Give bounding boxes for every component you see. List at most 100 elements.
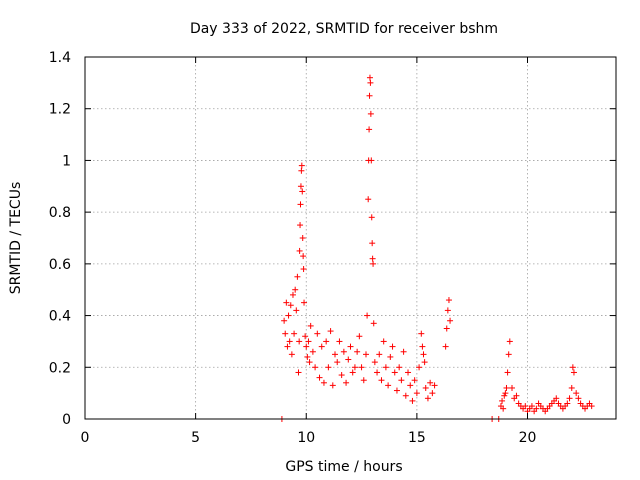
data-point bbox=[362, 351, 369, 358]
data-points bbox=[278, 74, 595, 422]
data-point bbox=[499, 397, 506, 404]
data-point bbox=[573, 390, 580, 397]
data-point bbox=[553, 395, 560, 402]
data-point bbox=[329, 382, 336, 389]
x-tick-label: 15 bbox=[408, 430, 426, 446]
y-tick-label: 1.4 bbox=[49, 50, 71, 66]
data-point bbox=[420, 351, 427, 358]
data-point bbox=[349, 369, 356, 376]
x-axis-label: GPS time / hours bbox=[285, 459, 402, 475]
data-point bbox=[502, 390, 509, 397]
data-point bbox=[564, 400, 571, 407]
data-point bbox=[314, 330, 321, 337]
y-tick-label: 0.8 bbox=[49, 205, 71, 221]
data-point bbox=[336, 338, 343, 345]
x-tick-label: 20 bbox=[519, 430, 537, 446]
data-point bbox=[297, 222, 304, 229]
data-point bbox=[338, 372, 345, 379]
data-point bbox=[407, 382, 414, 389]
data-point bbox=[302, 333, 309, 340]
data-point bbox=[294, 273, 301, 280]
data-point bbox=[282, 330, 289, 337]
data-point bbox=[327, 328, 334, 335]
data-point bbox=[285, 312, 292, 319]
data-point bbox=[300, 253, 307, 260]
data-point bbox=[505, 351, 512, 358]
data-point bbox=[389, 343, 396, 350]
data-point bbox=[286, 338, 293, 345]
data-point bbox=[370, 320, 377, 327]
data-point bbox=[293, 307, 300, 314]
data-point bbox=[504, 369, 511, 376]
y-tick-label: 0.4 bbox=[49, 309, 71, 325]
data-point bbox=[566, 395, 573, 402]
data-point bbox=[303, 343, 310, 350]
data-point bbox=[522, 403, 529, 410]
data-point bbox=[429, 390, 436, 397]
data-point bbox=[422, 384, 429, 391]
data-point bbox=[442, 343, 449, 350]
data-point bbox=[318, 343, 325, 350]
data-point bbox=[320, 379, 327, 386]
plot-frame bbox=[84, 56, 617, 420]
x-tick-label: 0 bbox=[81, 430, 90, 446]
data-point bbox=[405, 369, 412, 376]
data-point bbox=[354, 348, 361, 355]
data-point bbox=[568, 384, 575, 391]
data-point bbox=[369, 240, 376, 247]
data-point bbox=[316, 374, 323, 381]
data-point bbox=[365, 196, 372, 203]
grid-lines bbox=[85, 57, 616, 419]
data-point bbox=[288, 351, 295, 358]
data-point bbox=[283, 299, 290, 306]
data-point bbox=[296, 338, 303, 345]
data-point bbox=[295, 369, 302, 376]
data-point bbox=[366, 92, 373, 99]
data-point bbox=[292, 286, 299, 293]
data-point bbox=[374, 369, 381, 376]
data-point bbox=[387, 353, 394, 360]
data-point bbox=[393, 387, 400, 394]
data-point bbox=[368, 214, 375, 221]
data-point bbox=[296, 247, 303, 254]
data-point bbox=[284, 343, 291, 350]
data-point bbox=[297, 183, 304, 190]
data-point bbox=[291, 330, 298, 337]
data-point bbox=[347, 343, 354, 350]
data-point bbox=[356, 333, 363, 340]
data-point bbox=[289, 291, 296, 298]
x-tick-label: 5 bbox=[191, 430, 200, 446]
data-point bbox=[409, 397, 416, 404]
data-point bbox=[570, 369, 577, 376]
data-point bbox=[431, 382, 438, 389]
data-point bbox=[325, 364, 332, 371]
chart-title: Day 333 of 2022, SRMTID for receiver bsh… bbox=[190, 21, 498, 37]
data-point bbox=[301, 299, 308, 306]
data-point bbox=[569, 364, 576, 371]
data-point bbox=[411, 377, 418, 384]
data-point bbox=[528, 403, 535, 410]
data-point bbox=[307, 322, 314, 329]
data-point bbox=[443, 325, 450, 332]
data-point bbox=[369, 255, 376, 262]
data-point bbox=[334, 359, 341, 366]
data-point bbox=[300, 266, 307, 273]
data-point bbox=[402, 392, 409, 399]
data-point bbox=[351, 364, 358, 371]
y-tick-label: 1.2 bbox=[49, 102, 71, 118]
data-point bbox=[309, 348, 316, 355]
data-point bbox=[421, 359, 428, 366]
data-point bbox=[367, 110, 374, 117]
y-tick-label: 0.6 bbox=[49, 257, 71, 273]
data-point bbox=[445, 297, 452, 304]
data-point bbox=[501, 392, 508, 399]
data-point bbox=[367, 79, 374, 86]
y-axis-label: SRMTID / TECUs bbox=[8, 182, 24, 295]
data-point bbox=[575, 395, 582, 402]
data-point bbox=[299, 235, 306, 241]
data-point bbox=[371, 359, 378, 366]
data-point bbox=[382, 364, 389, 371]
y-tick-label: 0 bbox=[62, 412, 71, 428]
data-point bbox=[424, 395, 431, 402]
data-point bbox=[312, 364, 319, 371]
